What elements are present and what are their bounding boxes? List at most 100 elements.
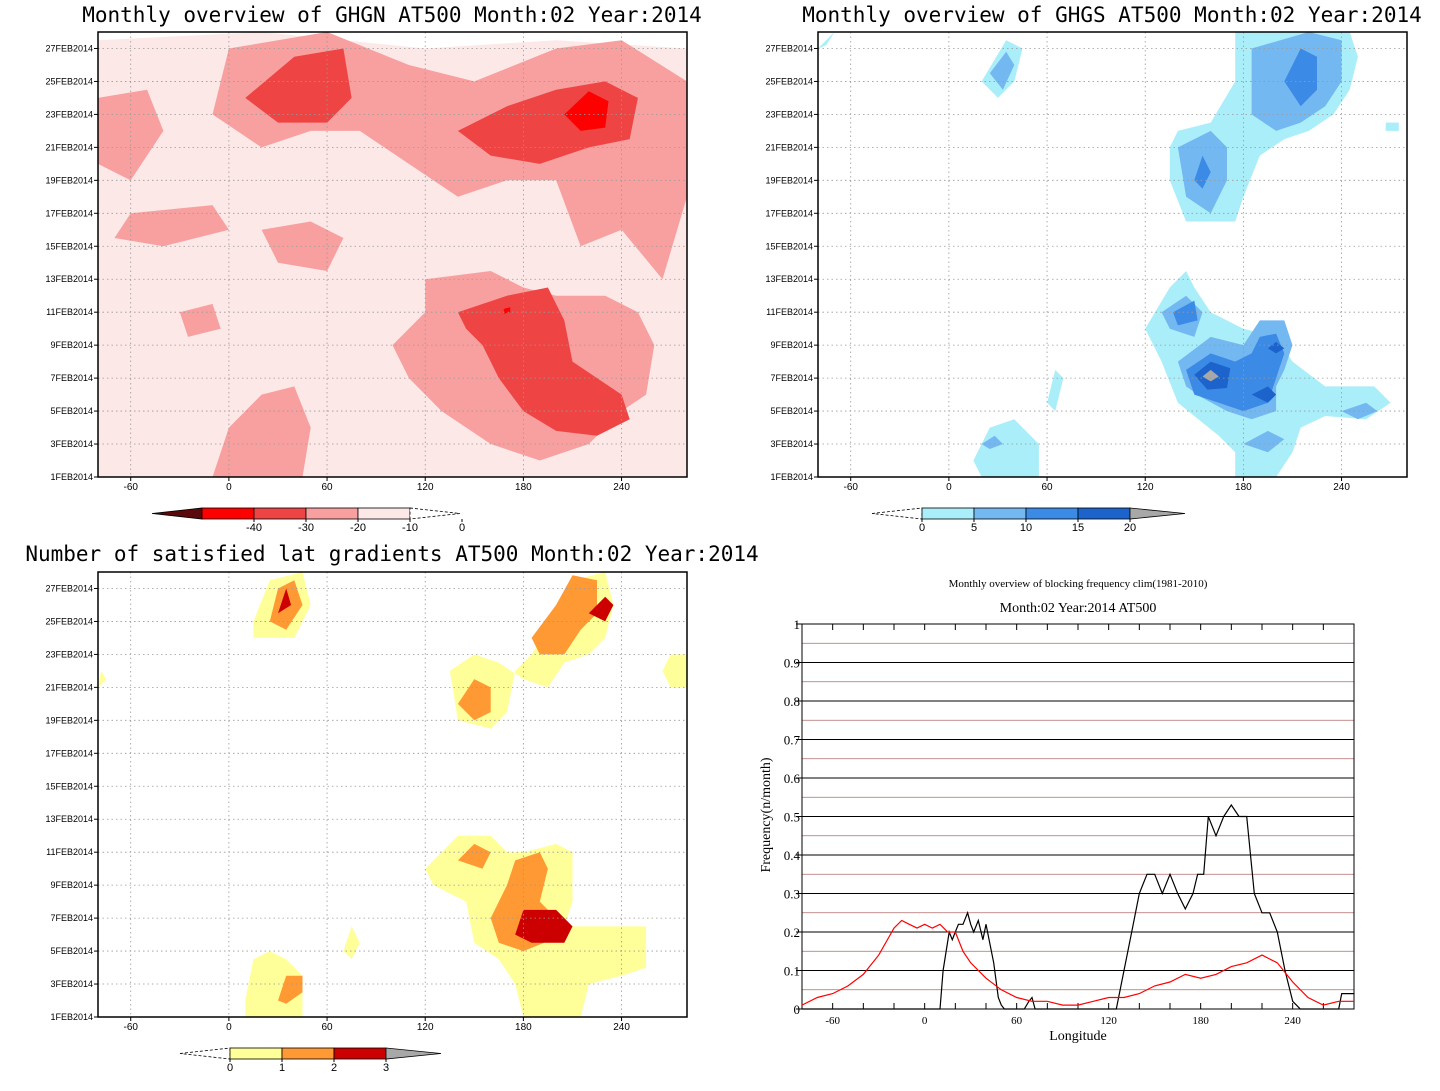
ghgs-cb-label-3: 15 xyxy=(1072,522,1084,534)
grad-region-10 xyxy=(457,843,491,869)
blocking-ylabel: Frequency(n/month) xyxy=(759,757,774,872)
ghgn-cb-box-1 xyxy=(253,507,307,520)
ghgs-ytick-label-8: 17FEB2014 xyxy=(765,208,813,218)
ghgs-ytick-label-10: 21FEB2014 xyxy=(765,142,813,152)
grad-region-9 xyxy=(531,575,597,655)
ghgn-ytick-label-3: 7FEB2014 xyxy=(50,373,93,383)
ghgs-region-6 xyxy=(1385,122,1399,131)
ghgs-region-7 xyxy=(989,51,1015,90)
ghgn-ytick-label-0: 1FEB2014 xyxy=(50,472,93,482)
ghgn-frame xyxy=(97,31,688,478)
ghgn-ytick-label-13: 27FEB2014 xyxy=(45,43,93,53)
grad-regions xyxy=(98,572,687,1017)
ghgn-region-4 xyxy=(114,205,229,247)
ghgn-xtick-label-4: 180 xyxy=(515,482,532,493)
grad-ytick-label-1: 3FEB2014 xyxy=(50,979,93,989)
ghgn-ytick-label-11: 23FEB2014 xyxy=(45,109,93,119)
grad-ytick-label-0: 1FEB2014 xyxy=(50,1012,93,1022)
ghgs-region-17 xyxy=(1173,300,1198,326)
ghgn-cb-label-3: -10 xyxy=(402,522,418,534)
ghgs-xtick-label-1: 0 xyxy=(946,482,952,493)
grad-ytick-label-6: 13FEB2014 xyxy=(45,814,93,824)
ghgs-ytick-label-11: 23FEB2014 xyxy=(765,109,813,119)
grad-region-5 xyxy=(343,926,360,960)
grad-cb-label-3: 3 xyxy=(383,1062,389,1074)
ghgn-ytick-label-4: 9FEB2014 xyxy=(50,340,93,350)
grad-cb-tri-left xyxy=(179,1047,231,1060)
ghgs-ytick-label-12: 25FEB2014 xyxy=(765,76,813,86)
ghgs-ytick-label-7: 15FEB2014 xyxy=(765,241,813,251)
grad-cb-box-1 xyxy=(281,1047,335,1060)
blocking-ytick-label-6: 0.6 xyxy=(784,771,801,786)
ghgs-cb-tri-left xyxy=(871,507,923,520)
grad-xtick-label-5: 240 xyxy=(613,1022,630,1033)
ghgn-xtick-label-0: -60 xyxy=(123,482,138,493)
grad-ytick-label-11: 23FEB2014 xyxy=(45,649,93,659)
ghgs-regions xyxy=(818,32,1399,477)
blocking-series-1 xyxy=(801,919,1354,1006)
ghgn-cb-box-0 xyxy=(201,507,255,520)
grad-ytick-label-8: 17FEB2014 xyxy=(45,748,93,758)
grad-region-12 xyxy=(278,975,303,1004)
blocking-xtick-label-4: 180 xyxy=(1192,1015,1209,1027)
grad-ytick-label-4: 9FEB2014 xyxy=(50,880,93,890)
grad-ytick-label-5: 11FEB2014 xyxy=(46,847,93,857)
ghgs-ytick-label-13: 27FEB2014 xyxy=(765,43,813,53)
ghgs-cb-tri-right xyxy=(1129,507,1186,520)
ghgn-ytick-label-5: 11FEB2014 xyxy=(46,307,93,317)
blocking-ytick-label-7: 0.7 xyxy=(784,733,801,748)
ghgn-ytick-label-6: 13FEB2014 xyxy=(45,274,93,284)
grad-region-2 xyxy=(662,654,687,688)
ghgn-xtick-label-5: 240 xyxy=(613,482,630,493)
ghgs-xtick-label-0: -60 xyxy=(843,482,858,493)
ghgn-xtick-label-2: 60 xyxy=(321,482,333,493)
ghgn-title: Monthly overview of GHGN AT500 Month:02 … xyxy=(82,3,702,27)
ghgs-xtick-label-5: 240 xyxy=(1333,482,1350,493)
ghgn-region-1 xyxy=(98,89,164,181)
blocking-ytick-label-2: 0.2 xyxy=(784,925,800,940)
grad-xtick-label-4: 180 xyxy=(515,1022,532,1033)
ghgs-region-0 xyxy=(818,32,835,49)
ghgs-region-13 xyxy=(1341,402,1378,420)
ghgs-region-14 xyxy=(981,435,1003,449)
ghgn-regions xyxy=(98,32,687,477)
grad-xtick-label-1: 0 xyxy=(226,1022,232,1033)
ghgs-ytick-label-5: 11FEB2014 xyxy=(766,307,813,317)
ghgs-cb-label-2: 10 xyxy=(1020,522,1032,534)
grad-region-14 xyxy=(278,588,292,614)
blocking-subtitle: Month:02 Year:2014 AT500 xyxy=(1000,601,1157,616)
ghgs-ytick-label-2: 5FEB2014 xyxy=(770,406,813,416)
blocking-ytick-label-10: 1 xyxy=(794,617,801,632)
ghgn-cb-label-0: -40 xyxy=(246,522,262,534)
ghgs-ytick-label-6: 13FEB2014 xyxy=(765,274,813,284)
ghgn-cb-label-4: 0 xyxy=(459,522,465,534)
grad-xtick-label-0: -60 xyxy=(123,1022,138,1033)
blocking-ytick-label-9: 0.9 xyxy=(784,656,800,671)
ghgn-cb-box-2 xyxy=(305,507,359,520)
grad-frame xyxy=(97,571,688,1018)
ghgs-region-5 xyxy=(1047,369,1064,412)
blocking-xtick-label-2: 60 xyxy=(1011,1015,1023,1027)
ghgs-xtick-label-4: 180 xyxy=(1235,482,1252,493)
grad-region-8 xyxy=(457,679,491,721)
grad-cb-label-0: 0 xyxy=(227,1062,233,1074)
ghgn-ytick-label-8: 17FEB2014 xyxy=(45,208,93,218)
ghgs-cb-label-0: 0 xyxy=(919,522,925,534)
ghgs-ytick-label-3: 7FEB2014 xyxy=(770,373,813,383)
grad-ytick-label-2: 5FEB2014 xyxy=(50,946,93,956)
ghgs-cb-box-0 xyxy=(921,507,975,520)
ghgn-cb-label-1: -30 xyxy=(298,522,314,534)
blocking-xtick-label-1: 0 xyxy=(922,1015,928,1027)
ghgn-cb-tri-right xyxy=(409,507,461,520)
ghgs-xtick-label-3: 120 xyxy=(1137,482,1154,493)
grad-ytick-label-13: 27FEB2014 xyxy=(45,583,93,593)
blocking-title: Monthly overview of blocking frequency c… xyxy=(949,578,1208,590)
grad-ytick-label-3: 7FEB2014 xyxy=(50,913,93,923)
ghgn-region-7 xyxy=(179,303,221,337)
ghgn-cb-tri-left xyxy=(151,507,203,520)
blocking-xlabel: Longitude xyxy=(1049,1029,1107,1044)
ghgs-frame xyxy=(817,31,1408,478)
ghgs-region-16 xyxy=(1194,155,1211,189)
ghgn-ytick-label-10: 21FEB2014 xyxy=(45,142,93,152)
